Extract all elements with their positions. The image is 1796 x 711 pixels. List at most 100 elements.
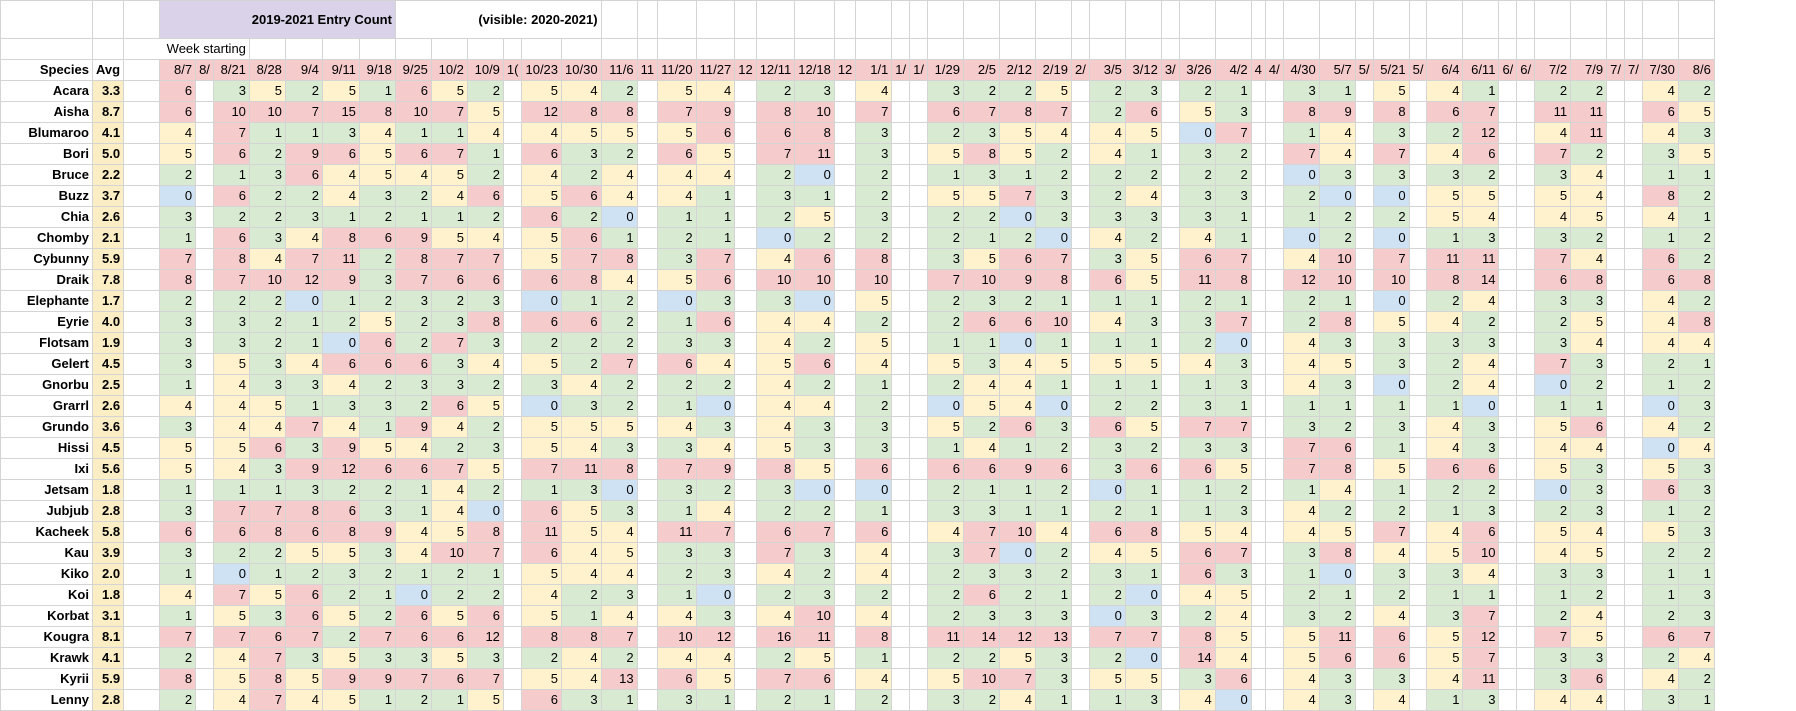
species-avg[interactable]: 5.8: [91, 521, 125, 543]
cell[interactable]: [855, 0, 893, 39]
count-cell[interactable]: 2: [962, 80, 1000, 102]
date-header[interactable]: 4: [1250, 59, 1266, 81]
count-cell[interactable]: 5: [962, 395, 1000, 417]
count-cell[interactable]: 3: [1318, 689, 1356, 711]
cell[interactable]: [123, 227, 161, 249]
count-cell[interactable]: 5: [521, 437, 563, 459]
date-header[interactable]: 5/21: [1372, 59, 1410, 81]
count-cell[interactable]: 3: [855, 206, 893, 228]
count-cell[interactable]: [1264, 374, 1284, 396]
count-cell[interactable]: 0: [1034, 227, 1072, 249]
count-cell[interactable]: 3: [159, 353, 197, 375]
count-cell[interactable]: 0: [1178, 122, 1216, 144]
count-cell[interactable]: [1623, 563, 1643, 585]
count-cell[interactable]: 2: [855, 227, 893, 249]
count-cell[interactable]: [833, 185, 857, 207]
count-cell[interactable]: 6: [248, 626, 286, 648]
count-cell[interactable]: [833, 689, 857, 711]
count-cell[interactable]: [1516, 143, 1536, 165]
count-cell[interactable]: 7: [1124, 626, 1162, 648]
count-cell[interactable]: [734, 395, 757, 417]
count-cell[interactable]: 3: [1124, 311, 1162, 333]
count-cell[interactable]: 3: [248, 164, 286, 186]
count-cell[interactable]: 3: [1214, 185, 1252, 207]
count-cell[interactable]: 6: [358, 353, 396, 375]
count-cell[interactable]: 0: [1088, 605, 1126, 627]
count-cell[interactable]: 5: [926, 353, 964, 375]
species-avg[interactable]: 8.7: [91, 101, 125, 123]
count-cell[interactable]: [891, 290, 911, 312]
cell[interactable]: [1372, 0, 1410, 39]
count-cell[interactable]: [1606, 332, 1625, 354]
count-cell[interactable]: [1516, 248, 1536, 270]
count-cell[interactable]: 2: [695, 479, 736, 501]
count-cell[interactable]: [1606, 101, 1625, 123]
date-header[interactable]: 7/2: [1534, 59, 1572, 81]
species-name[interactable]: Hissi: [0, 437, 93, 459]
count-cell[interactable]: [636, 689, 659, 711]
count-cell[interactable]: 4: [1088, 227, 1126, 249]
cell[interactable]: [1677, 0, 1715, 39]
species-avg[interactable]: 3.7: [91, 185, 125, 207]
count-cell[interactable]: 0: [1641, 437, 1679, 459]
count-cell[interactable]: 2: [1426, 374, 1464, 396]
count-cell[interactable]: 1: [1372, 395, 1410, 417]
count-cell[interactable]: 3: [1677, 122, 1715, 144]
count-cell[interactable]: 4: [561, 647, 602, 669]
cell[interactable]: [1606, 38, 1625, 60]
count-cell[interactable]: 5: [855, 290, 893, 312]
count-cell[interactable]: 8: [1282, 101, 1320, 123]
count-cell[interactable]: [1160, 290, 1180, 312]
count-cell[interactable]: 2: [159, 647, 197, 669]
count-cell[interactable]: [1354, 584, 1374, 606]
count-cell[interactable]: [195, 101, 214, 123]
count-cell[interactable]: 6: [521, 542, 563, 564]
count-cell[interactable]: 5: [1534, 416, 1572, 438]
count-cell[interactable]: 4: [1641, 668, 1679, 690]
count-cell[interactable]: 2: [466, 584, 504, 606]
count-cell[interactable]: 5: [657, 80, 697, 102]
count-cell[interactable]: 6: [358, 458, 396, 480]
cell[interactable]: [123, 479, 161, 501]
count-cell[interactable]: [636, 437, 659, 459]
count-cell[interactable]: 8: [466, 521, 504, 543]
count-cell[interactable]: 3: [1282, 542, 1320, 564]
count-cell[interactable]: [1264, 164, 1284, 186]
count-cell[interactable]: 2: [394, 185, 432, 207]
count-cell[interactable]: [1160, 164, 1180, 186]
count-cell[interactable]: 2: [794, 374, 835, 396]
cell[interactable]: [123, 185, 161, 207]
count-cell[interactable]: 5: [521, 227, 563, 249]
species-name[interactable]: Kiko: [0, 563, 93, 585]
count-cell[interactable]: [909, 374, 928, 396]
count-cell[interactable]: 1: [1677, 563, 1715, 585]
count-cell[interactable]: 6: [358, 332, 396, 354]
species-avg[interactable]: 1.8: [91, 479, 125, 501]
count-cell[interactable]: 8: [1426, 269, 1464, 291]
count-cell[interactable]: [1264, 395, 1284, 417]
count-cell[interactable]: 4: [1214, 521, 1252, 543]
count-cell[interactable]: 5: [561, 521, 602, 543]
count-cell[interactable]: 9: [998, 458, 1036, 480]
date-header[interactable]: 2/5: [962, 59, 1000, 81]
table-row[interactable]: Eyrie 4.0 3 3 2 1 2 5 2 3 8 6 6 2 1 6 4 4 2 2 6 6 10 4 3 3 7 2 8 5 4 2 2…: [0, 311, 1715, 333]
count-cell[interactable]: 5: [755, 437, 796, 459]
count-cell[interactable]: [909, 605, 928, 627]
count-cell[interactable]: 2: [159, 689, 197, 711]
count-cell[interactable]: 4: [1677, 332, 1715, 354]
count-cell[interactable]: 6: [1178, 248, 1216, 270]
count-cell[interactable]: 0: [1372, 227, 1410, 249]
count-cell[interactable]: [1354, 374, 1374, 396]
count-cell[interactable]: 2: [1677, 227, 1715, 249]
count-cell[interactable]: [1408, 605, 1428, 627]
count-cell[interactable]: 5: [561, 122, 602, 144]
count-cell[interactable]: 3: [1088, 563, 1126, 585]
count-cell[interactable]: [1623, 311, 1643, 333]
count-cell[interactable]: 4: [1677, 437, 1715, 459]
count-cell[interactable]: 5: [1088, 668, 1126, 690]
table-row[interactable]: Chomby 2.1 1 6 3 4 8 6 9 5 4 5 6 1 2 1 0 2 2 2 1 2 0 4 2 4 1 0 2 0 1 3 3…: [0, 227, 1715, 249]
count-cell[interactable]: 2: [1462, 164, 1500, 186]
count-cell[interactable]: 2: [1282, 290, 1320, 312]
count-cell[interactable]: 3: [284, 647, 323, 669]
count-cell[interactable]: 1: [212, 164, 250, 186]
